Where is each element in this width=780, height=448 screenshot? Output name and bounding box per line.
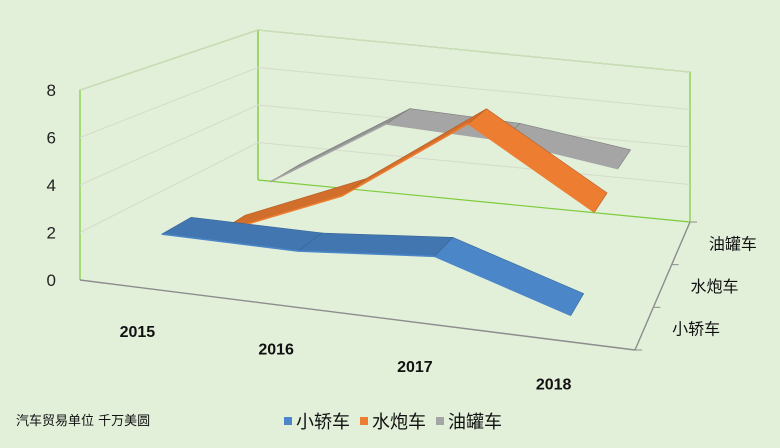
series-2-edge-1 <box>386 123 503 142</box>
gridline <box>79 66 691 138</box>
y-tick-label: 0 <box>47 271 56 290</box>
legend-item: 小轿车 <box>284 408 350 434</box>
legend-item: 水炮车 <box>360 408 426 434</box>
y-tick-label: 4 <box>47 176 56 195</box>
legend-label: 水炮车 <box>372 412 426 433</box>
legend-swatch <box>284 417 292 425</box>
y-axis-tick-labels: 0 2 4 6 8 <box>47 81 56 290</box>
x-tick-label: 2015 <box>120 324 156 341</box>
depth-tick-label: 油罐车 <box>709 234 757 253</box>
series-1-ribbon <box>215 108 608 235</box>
depth-axis-line <box>634 221 691 351</box>
gridline <box>79 29 691 91</box>
y-tick-label: 8 <box>47 81 56 100</box>
legend-label: 小轿车 <box>296 412 350 433</box>
back-floor-edge <box>257 179 691 223</box>
series-0-edge-1 <box>298 250 435 258</box>
depth-tick-label: 小轿车 <box>672 320 720 339</box>
series-ribbons <box>160 108 632 317</box>
series-1-edge-1 <box>341 122 469 197</box>
x-tick-label: 2018 <box>536 376 572 393</box>
series-1-edge-2 <box>467 123 595 213</box>
x-axis-line <box>79 279 636 351</box>
series-0-ribbon <box>160 216 585 317</box>
y-tick-label: 2 <box>47 224 56 243</box>
legend: 小轿车 水炮车 油罐车 <box>284 408 502 434</box>
series-0-edge-2 <box>434 255 572 317</box>
series-0-edge-0 <box>161 233 299 252</box>
legend-item: 油罐车 <box>436 408 502 434</box>
x-tick-label: 2016 <box>258 341 294 358</box>
legend-label: 油罐车 <box>448 412 502 433</box>
y-tick-label: 6 <box>47 129 56 148</box>
series-2-edge-0 <box>269 123 387 183</box>
chart-walls <box>79 29 697 351</box>
series-0-segment-1 <box>297 232 454 257</box>
series-2-ribbon <box>269 108 632 183</box>
legend-swatch <box>436 417 444 425</box>
series-0-segment-2 <box>434 237 585 316</box>
legend-swatch <box>360 417 368 425</box>
depth-axis-tick-labels: 小轿车 水炮车 油罐车 <box>672 234 757 338</box>
x-axis-tick-labels: 2015 2016 2017 2018 <box>120 324 572 394</box>
x-tick-label: 2017 <box>397 359 433 376</box>
depth-tick-label: 水炮车 <box>691 277 739 296</box>
unit-note: 汽车贸易单位 千万美圆 <box>16 414 151 429</box>
